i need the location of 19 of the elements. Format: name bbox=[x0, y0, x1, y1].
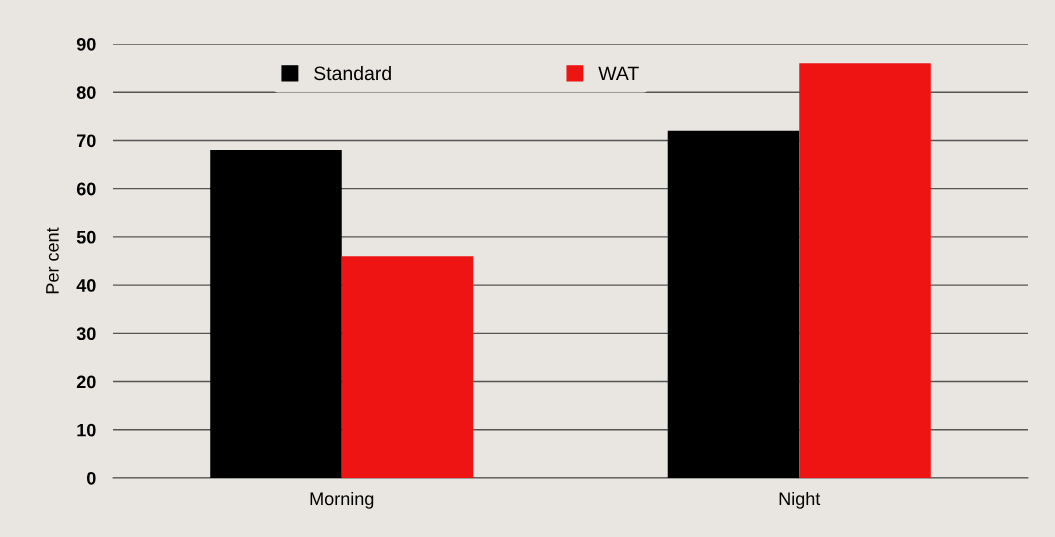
legend-label: Standard bbox=[314, 65, 391, 81]
y-tick-label: 0 bbox=[87, 471, 96, 485]
x-tick-label: Night bbox=[779, 491, 821, 509]
bar bbox=[210, 150, 342, 478]
y-tick-label: 30 bbox=[76, 327, 96, 341]
y-tick-label: 10 bbox=[77, 423, 96, 437]
x-tick-label: Morning bbox=[310, 491, 374, 509]
bar bbox=[799, 63, 931, 478]
bar bbox=[667, 130, 800, 478]
y-tick-label: 60 bbox=[76, 182, 96, 196]
y-tick-label: 20 bbox=[76, 375, 96, 389]
bar bbox=[341, 256, 474, 478]
y-tick-label: 70 bbox=[77, 134, 96, 148]
y-tick-label: 40 bbox=[76, 279, 96, 292]
y-tick-label: 90 bbox=[76, 37, 96, 51]
y-tick-label: 50 bbox=[76, 230, 96, 244]
y-tick-label: 80 bbox=[76, 86, 96, 99]
y-axis-title: Per cent bbox=[46, 227, 59, 294]
legend-label: WAT bbox=[598, 66, 639, 81]
